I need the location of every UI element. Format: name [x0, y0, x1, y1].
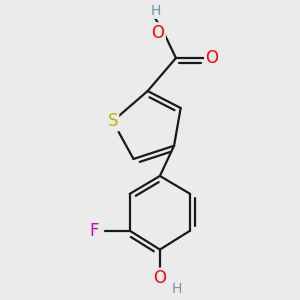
Text: O: O — [205, 49, 218, 67]
Text: S: S — [107, 112, 118, 130]
Text: O: O — [153, 269, 167, 287]
Text: H: H — [151, 4, 161, 18]
Text: H: H — [172, 282, 182, 296]
Text: O: O — [152, 23, 164, 41]
Text: F: F — [89, 222, 99, 240]
